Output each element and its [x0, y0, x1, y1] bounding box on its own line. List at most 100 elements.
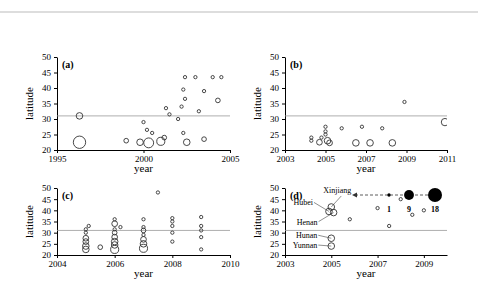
- y-tick-label: 35: [270, 217, 280, 227]
- y-tick-label: 40: [42, 206, 52, 216]
- y-tick-label: 50: [270, 183, 280, 193]
- bubble: [171, 240, 174, 243]
- reference-line: [285, 115, 447, 116]
- x-tick: 2003: [277, 255, 296, 269]
- x-tick-mark: [447, 150, 448, 153]
- y-tick-label: 35: [42, 99, 52, 109]
- y-tick-mark: [54, 210, 57, 211]
- bubble: [98, 245, 103, 250]
- bubble: [389, 140, 396, 147]
- bubble: [330, 209, 337, 216]
- y-tick-mark: [282, 73, 285, 74]
- bubble: [145, 128, 148, 131]
- annotation: Xinjiang: [323, 186, 351, 195]
- panel: 19952000200520253035404550yearlatitude(a…: [23, 52, 240, 174]
- y-tick-mark: [54, 73, 57, 74]
- y-tick-label: 45: [42, 195, 52, 205]
- bubble: [171, 224, 174, 227]
- legend-bubble: [404, 190, 414, 200]
- bubble: [142, 225, 145, 228]
- x-tick-label: 2009: [398, 154, 417, 164]
- bubble: [76, 113, 83, 120]
- y-tick: 50: [270, 183, 285, 193]
- annotation-leader: [319, 213, 334, 222]
- bubble: [387, 224, 390, 227]
- y-tick-label: 35: [42, 217, 52, 227]
- y-tick-mark: [282, 135, 285, 136]
- y-tick-label: 20: [270, 145, 280, 155]
- y-tick-mark: [54, 88, 57, 89]
- y-tick-mark: [282, 150, 285, 151]
- y-tick-mark: [282, 255, 285, 256]
- panel: 200320052007200920253035404550yearlatitu…: [251, 183, 448, 279]
- x-axis-title: year: [134, 162, 153, 174]
- bubble: [157, 137, 165, 145]
- x-tick-label: 2003: [277, 154, 296, 164]
- bubble: [200, 229, 203, 232]
- x-tick: 2005: [323, 255, 342, 269]
- x-axis-title: year: [134, 267, 153, 279]
- bubble: [84, 231, 87, 234]
- bubble: [310, 136, 313, 139]
- bubble: [200, 248, 203, 251]
- y-tick: 35: [42, 217, 57, 227]
- x-axis-title: year: [357, 162, 376, 174]
- x-tick: 2009: [398, 150, 417, 164]
- y-tick-label: 30: [42, 228, 52, 238]
- bubble: [200, 224, 203, 227]
- y-axis: 20253035404550: [270, 52, 286, 155]
- panel: 200420062008201020253035404550yearlatitu…: [23, 183, 240, 279]
- y-tick: 40: [270, 206, 285, 216]
- bubble: [176, 117, 179, 120]
- panel-label: (b): [290, 59, 302, 71]
- bubble: [202, 89, 205, 92]
- y-tick-label: 45: [42, 68, 52, 78]
- y-tick-mark: [54, 119, 57, 120]
- bubble: [156, 191, 159, 194]
- y-tick-mark: [54, 255, 57, 256]
- bubble: [324, 125, 327, 128]
- y-tick: 25: [42, 239, 57, 249]
- y-axis-title: latitude: [251, 205, 263, 238]
- bubble: [171, 220, 174, 223]
- annotation-leader: [318, 245, 331, 246]
- bubble: [317, 139, 323, 145]
- y-axis: 20253035404550: [42, 52, 58, 155]
- y-tick-label: 50: [42, 52, 52, 62]
- x-tick-label: 2009: [415, 259, 434, 269]
- bubble: [183, 97, 186, 100]
- legend-label: 1: [387, 205, 391, 214]
- bubble: [381, 127, 384, 130]
- bubble: [168, 113, 171, 116]
- y-tick: 45: [42, 68, 57, 78]
- y-tick-mark: [54, 233, 57, 234]
- bubble: [87, 224, 90, 227]
- y-tick: 50: [270, 52, 285, 62]
- x-axis-line: [58, 255, 231, 256]
- x-tick: 2008: [164, 255, 183, 269]
- x-tick-label: 2008: [164, 259, 183, 269]
- y-tick: 35: [270, 99, 285, 109]
- bubble: [220, 76, 223, 79]
- legend-arrow: [355, 195, 435, 196]
- y-tick: 40: [42, 206, 57, 216]
- y-tick-mark: [54, 244, 57, 245]
- bubble: [211, 76, 214, 79]
- bubble: [162, 135, 167, 140]
- y-axis-title: latitude: [251, 87, 263, 120]
- y-tick: 20: [42, 145, 57, 155]
- plot-area: [57, 191, 230, 254]
- y-axis-line: [285, 58, 286, 151]
- bubble: [151, 131, 154, 134]
- bubble: [216, 98, 221, 103]
- x-tick: 2003: [277, 150, 296, 164]
- y-tick-label: 30: [42, 114, 52, 124]
- bubble: [183, 76, 186, 79]
- y-tick-mark: [282, 104, 285, 105]
- bubble: [183, 139, 190, 146]
- plot-area: [57, 76, 230, 149]
- y-tick-mark: [282, 188, 285, 189]
- bubble: [112, 221, 118, 227]
- y-axis-line: [285, 189, 286, 256]
- y-tick-mark: [282, 57, 285, 58]
